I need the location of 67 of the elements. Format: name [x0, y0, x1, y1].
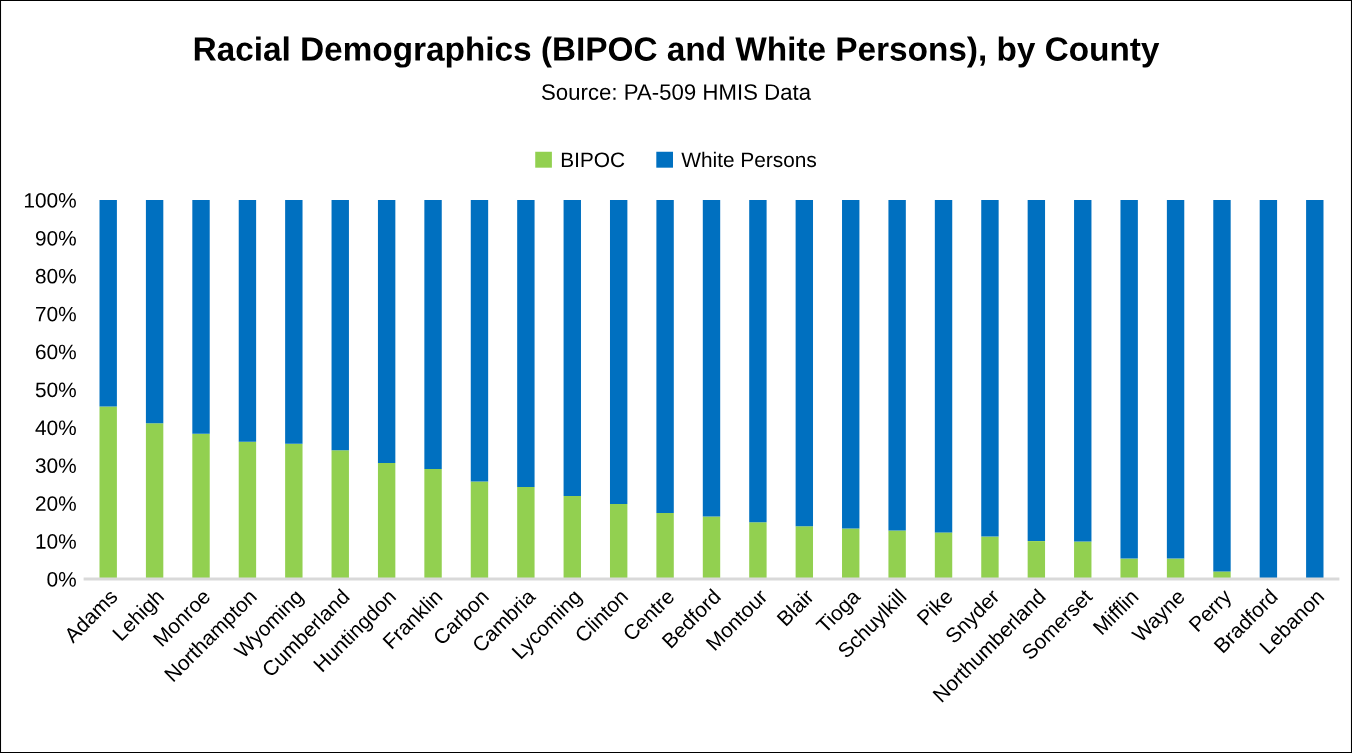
y-tick-label: 80% [35, 268, 76, 284]
bar [888, 530, 906, 579]
bar [1027, 200, 1046, 542]
bar [99, 406, 117, 579]
bar [609, 503, 628, 579]
bar [470, 200, 489, 482]
y-tick-label: 0% [47, 572, 76, 587]
bar [1259, 200, 1278, 579]
legend-label: BIPOC [561, 152, 625, 168]
bar [934, 532, 953, 579]
bar [99, 200, 117, 407]
y-tick-label: 50% [35, 382, 76, 398]
bar [192, 200, 210, 434]
bar [470, 481, 489, 579]
bar [1074, 200, 1092, 542]
bar [749, 522, 767, 579]
bar [609, 200, 628, 504]
bar [842, 528, 860, 579]
bar [192, 433, 210, 579]
bar [656, 513, 674, 579]
bar [377, 463, 396, 579]
bar [1120, 558, 1138, 579]
bar [702, 516, 721, 579]
bar [1166, 200, 1185, 559]
y-tick-label: 30% [35, 458, 76, 474]
bar [331, 450, 349, 579]
bar [795, 526, 814, 579]
bar [795, 200, 814, 527]
bar [424, 469, 442, 579]
bar [1213, 200, 1231, 572]
bar [842, 200, 860, 529]
bar [285, 443, 303, 579]
y-tick-label: 70% [36, 306, 76, 322]
bar [934, 200, 953, 533]
bar [1027, 541, 1046, 579]
bar [331, 200, 349, 451]
chart-subtitle: Source: PA-509 HMIS Data [541, 84, 812, 100]
y-tick-label: 100% [24, 193, 76, 208]
bar [285, 200, 303, 444]
bar [517, 200, 535, 487]
bar [888, 200, 906, 531]
y-tick-label: 60% [36, 344, 76, 360]
bar [238, 441, 257, 579]
bar [749, 200, 767, 523]
y-tick-label: 10% [36, 534, 76, 549]
y-tick-label: 90% [35, 230, 76, 246]
bar [1306, 200, 1324, 579]
y-tick-label: 40% [35, 420, 76, 436]
bar [563, 496, 581, 579]
legend-label: White Persons [681, 151, 817, 168]
bar [1166, 558, 1185, 579]
bar [563, 200, 581, 496]
y-tick-label: 20% [36, 496, 76, 511]
bar [424, 200, 442, 470]
bar [1120, 200, 1138, 559]
bar [238, 200, 257, 442]
bar [145, 200, 164, 424]
bar [377, 200, 396, 464]
chart-title: Racial Demographics (BIPOC and White Persons), by County [194, 36, 1160, 68]
bar [1074, 541, 1092, 579]
bar [702, 200, 721, 517]
bar [656, 200, 674, 514]
bar [1213, 571, 1231, 579]
bar [981, 200, 999, 537]
bar [145, 423, 164, 579]
bar [981, 536, 999, 579]
bar [517, 486, 535, 579]
